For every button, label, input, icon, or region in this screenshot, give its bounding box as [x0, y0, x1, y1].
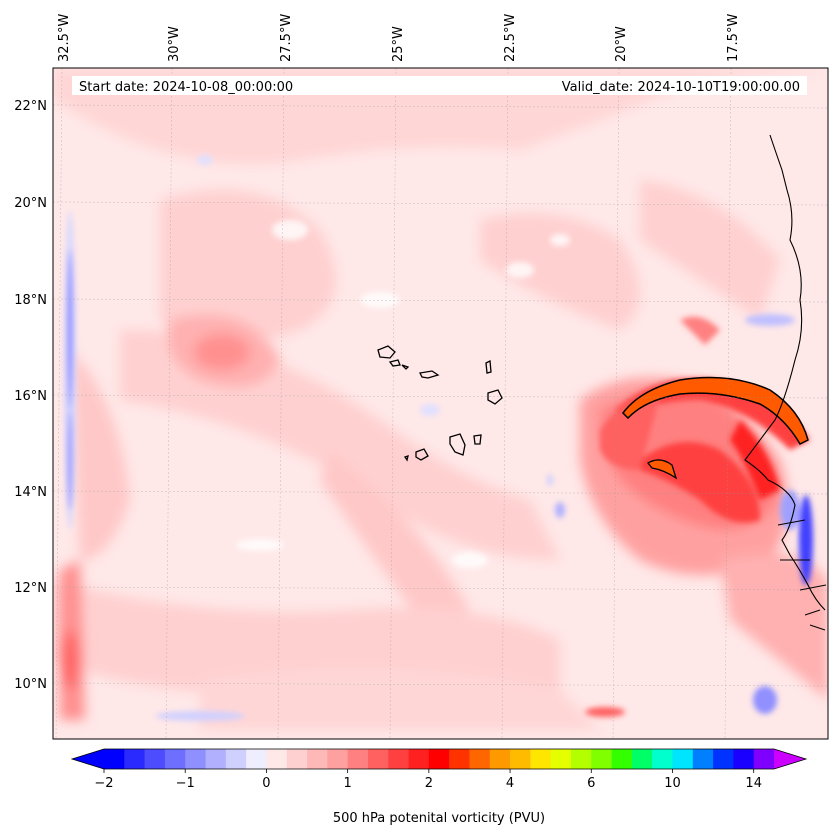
colorbar: −2 −1 0 1 2 4 6 10 14 500 hPa potenital vorticit…: [70, 748, 808, 826]
lon-label: 17.5°W: [726, 14, 741, 62]
lon-label: 32.5°W: [57, 14, 72, 62]
colorbar-segment: [327, 749, 349, 769]
colorbar-segment: [164, 749, 186, 769]
colorbar-segment: [733, 749, 755, 769]
colorbar-tick-label: −1: [176, 776, 195, 791]
colorbar-segments: [104, 749, 775, 769]
colorbar-segment: [652, 749, 674, 769]
colorbar-segment: [570, 749, 592, 769]
colorbar-segment: [469, 749, 491, 769]
lon-label: 20°W: [614, 26, 629, 62]
colorbar-tick-label: 10: [664, 776, 681, 791]
africa-coastline: [744, 134, 826, 611]
west-africa-coast-details: [777, 519, 827, 631]
longitude-labels: 32.5°W 30°W 27.5°W 25°W 22.5°W 20°W 17.5…: [57, 14, 741, 62]
lon-label: 25°W: [391, 26, 406, 62]
map-frame: [52, 67, 829, 740]
valid-date-label: Valid_date: 2024-10-10T19:00:00.00: [562, 80, 800, 95]
colorbar-segment: [510, 749, 531, 769]
lon-label: 27.5°W: [279, 14, 294, 62]
colorbar-extend-high: [774, 749, 806, 769]
colorbar-segment: [550, 749, 572, 769]
colorbar-segment: [428, 749, 450, 769]
lon-label: 22.5°W: [503, 14, 518, 62]
colorbar-segment: [753, 749, 775, 769]
colorbar-segment: [530, 749, 552, 769]
colorbar-segment: [367, 749, 389, 769]
colorbar-segment: [104, 749, 125, 769]
latitude-labels: 22°N 20°N 18°N 16°N 14°N 12°N 10°N: [14, 99, 47, 692]
lat-label: 12°N: [14, 581, 47, 596]
lat-label: 20°N: [14, 196, 47, 211]
colorbar-tick-label: 6: [587, 776, 595, 791]
colorbar-segment: [225, 749, 247, 769]
colorbar-tick-label: 1: [343, 776, 351, 791]
colorbar-segment: [307, 749, 328, 769]
colorbar-segment: [713, 749, 734, 769]
colorbar-tick-label: 14: [745, 776, 762, 791]
pv-negative-features: [64, 155, 813, 721]
colorbar-segment: [286, 749, 308, 769]
lat-label: 22°N: [14, 99, 47, 114]
pv-2-contour-band: [622, 376, 809, 445]
colorbar-segment: [591, 749, 613, 769]
map-panel: Start date: 2024-10-08_00:00:00 Valid_da…: [52, 67, 829, 740]
colorbar-ticks: −2 −1 0 1 2 4 6 10 14: [94, 769, 762, 791]
colorbar-segment: [205, 749, 227, 769]
colorbar-segment: [388, 749, 410, 769]
colorbar-segment: [449, 749, 471, 769]
pv-2-contour-small: [647, 459, 678, 480]
colorbar-segment: [144, 749, 166, 769]
start-date-label: Start date: 2024-10-08_00:00:00: [79, 80, 293, 95]
graticule: [53, 68, 828, 739]
colorbar-segment: [347, 749, 369, 769]
lon-label: 30°W: [167, 26, 182, 62]
colorbar-segment: [266, 749, 288, 769]
colorbar-tick-label: −2: [94, 776, 113, 791]
colorbar-segment: [246, 749, 268, 769]
colorbar-tick-label: 0: [262, 776, 270, 791]
colorbar-segment: [185, 749, 207, 769]
colorbar-segment: [489, 749, 511, 769]
colorbar-tick-label: 4: [506, 776, 514, 791]
lat-label: 10°N: [14, 677, 47, 692]
date-banner: [72, 76, 807, 95]
lat-label: 18°N: [14, 293, 47, 308]
pv-field: [53, 68, 828, 739]
colorbar-title: 500 hPa potenital vorticity (PVU): [333, 811, 545, 826]
lat-label: 14°N: [14, 485, 47, 500]
colorbar-segment: [124, 749, 146, 769]
colorbar-tick-label: 2: [425, 776, 433, 791]
lat-label: 16°N: [14, 389, 47, 404]
colorbar-segment: [692, 749, 714, 769]
colorbar-segment: [408, 749, 430, 769]
cabo-verde-islands: [377, 345, 503, 462]
colorbar-segment: [631, 749, 653, 769]
colorbar-segment: [611, 749, 633, 769]
colorbar-segment: [672, 749, 694, 769]
pv-near-zero: [236, 220, 570, 568]
colorbar-extend-low: [72, 749, 104, 769]
